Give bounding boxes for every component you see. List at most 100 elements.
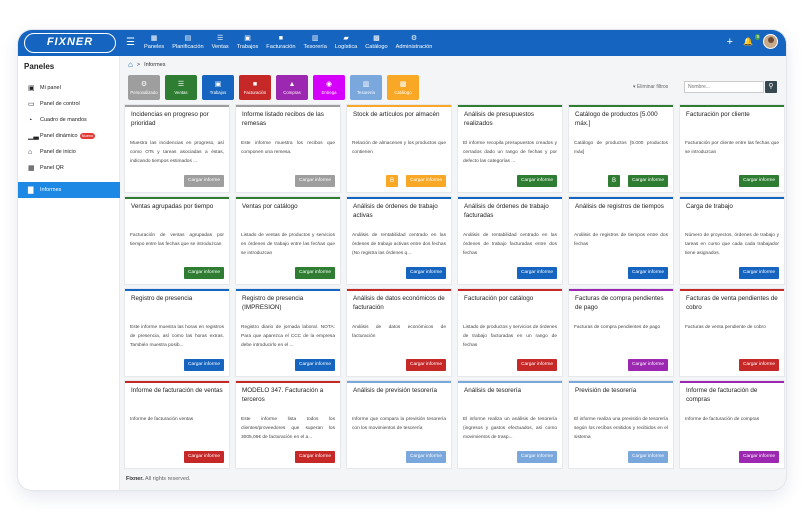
load-report-button[interactable]: Cargar informe: [184, 359, 224, 371]
app-window: FIXNER ☰ ▦ Paneles ▤ Planificación ☰ Ventas ▣ T…: [18, 30, 786, 490]
hamburger-menu-icon[interactable]: ☰: [126, 37, 135, 48]
bell-icon[interactable]: 🔔 9: [743, 34, 760, 46]
report-card: Carga de trabajo Número de proyectos, órd…: [680, 197, 784, 284]
report-card: Análisis de presupuestos realizados El in…: [458, 105, 562, 192]
nav-label: Ventas: [211, 44, 229, 50]
monitor-icon: ▭: [28, 101, 35, 108]
filter-icon: ■: [252, 80, 258, 88]
new-badge: Nuevo: [79, 133, 96, 139]
gauge-icon: ◔: [28, 116, 33, 124]
grid-icon: ▦: [150, 35, 158, 42]
report-card: MODELO 347. Facturación a terceros Este i…: [236, 381, 340, 468]
sidebar-item-panel-de-inicio[interactable]: ⌂ Panel de inicio: [18, 144, 120, 160]
load-report-button[interactable]: Cargar informe: [517, 267, 557, 279]
nav-item-paneles[interactable]: ▦ Paneles: [140, 30, 168, 56]
report-title: Informe de facturación de ventas: [131, 387, 223, 394]
load-report-button[interactable]: Cargar informe: [739, 451, 779, 463]
sidebar-item-panel-dinamico[interactable]: ▁▃ Panel dinámico Nuevo: [18, 128, 120, 144]
report-card: Ventas agrupadas por tiempo Facturación d…: [125, 197, 229, 284]
qr-icon: ▦: [28, 165, 35, 172]
nav-item-logistica[interactable]: ▰ Logística: [331, 30, 361, 56]
footer-brand: Fixner.: [126, 476, 144, 482]
load-report-button[interactable]: Cargar informe: [517, 175, 557, 187]
filter-trabajos[interactable]: ▣ Trabajos: [202, 75, 234, 100]
filter-entrega[interactable]: ◉ Entrega: [313, 75, 345, 100]
filter-label: Personalizado: [130, 89, 158, 95]
load-report-button[interactable]: Cargar informe: [628, 267, 668, 279]
report-card: Informe de facturación de ventas Informe …: [125, 381, 229, 468]
load-report-button[interactable]: Cargar informe: [406, 267, 446, 279]
load-report-button[interactable]: Cargar informe: [184, 451, 224, 463]
report-card: Análisis de datos económicos de facturac…: [347, 289, 451, 376]
load-report-button[interactable]: Cargar informe: [295, 451, 335, 463]
load-report-button[interactable]: Cargar informe: [739, 359, 779, 371]
load-report-button[interactable]: Cargar informe: [295, 175, 335, 187]
nav-item-trabajos[interactable]: ▣ Trabajos: [233, 30, 263, 56]
report-description: Registro diario de jornada laboral. NOTA…: [241, 325, 335, 349]
sidebar-item-cuadro-de-mandos[interactable]: ◔ Cuadro de mandos: [18, 112, 120, 128]
nav-item-facturacion[interactable]: ■ Facturación: [262, 30, 299, 56]
main-nav: ▦ Paneles ▤ Planificación ☰ Ventas ▣ Trabajos ■ F…: [140, 30, 436, 56]
bar-chart-icon: ▇: [28, 187, 34, 194]
load-report-button[interactable]: Cargar informe: [406, 359, 446, 371]
home-icon[interactable]: ⌂: [128, 60, 133, 69]
report-description: Catálogo de productos [5.000 productos m…: [574, 141, 668, 156]
filter-label: Ventas: [174, 89, 188, 95]
fixner-logo[interactable]: FIXNER: [24, 33, 116, 53]
load-report-button[interactable]: Cargar informe: [184, 267, 224, 279]
report-title: Catálogo de productos [5.000 máx.]: [575, 111, 658, 127]
load-report-button[interactable]: Cargar informe: [295, 359, 335, 371]
nav-label: Administración: [395, 44, 433, 50]
load-report-button[interactable]: Cargar informe: [739, 267, 779, 279]
report-title: MODELO 347. Facturación a terceros: [242, 387, 324, 403]
load-report-button[interactable]: Cargar informe: [406, 451, 446, 463]
filter-compras[interactable]: ▲ Compras: [276, 75, 308, 100]
clear-filters-link[interactable]: ▾ Eliminar filtros: [633, 84, 669, 90]
load-report-button[interactable]: Cargar informe: [517, 359, 557, 371]
report-description: Listado de ventas de productos y servici…: [241, 233, 335, 257]
load-report-button[interactable]: Cargar informe: [295, 267, 335, 279]
secondary-action-button[interactable]: B: [386, 175, 398, 187]
load-report-button[interactable]: Cargar informe: [628, 359, 668, 371]
filter-ventas[interactable]: ☰ Ventas: [165, 75, 197, 100]
nav-label: Catálogo: [365, 44, 388, 50]
report-card: Facturación por catálogo Listado de produ…: [458, 289, 562, 376]
load-report-button[interactable]: Cargar informe: [739, 175, 779, 187]
load-report-button[interactable]: Cargar informe: [184, 175, 224, 187]
filter-tesoreria[interactable]: ▥ Tesorería: [350, 75, 382, 100]
add-icon[interactable]: +: [726, 35, 734, 48]
nav-label: Logística: [334, 44, 358, 50]
load-report-button[interactable]: Cargar informe: [628, 451, 668, 463]
sidebar-item-informes[interactable]: ▇ Informes: [18, 182, 120, 198]
report-card: Análisis de órdenes de trabajo activas An…: [347, 197, 451, 284]
report-title: Análisis de previsión tesorería: [353, 387, 437, 394]
nav-item-catalogo[interactable]: ▩ Catálogo: [361, 30, 391, 56]
report-description: Facturación por cliente entre las fechas…: [685, 141, 779, 156]
nav-item-administracion[interactable]: ⚙ Administración: [392, 30, 437, 56]
report-description: El informe realiza una previsión de teso…: [574, 417, 668, 441]
sidebar-item-mi-panel[interactable]: ▣ Mi panel: [18, 80, 120, 96]
sidebar-item-label: Cuadro de mandos: [40, 117, 87, 123]
sidebar-item-panel-qr[interactable]: ▦ Panel QR: [18, 160, 120, 176]
filter-catalogo[interactable]: ▩ Catálogo: [387, 75, 419, 100]
sidebar-item-label: Panel de inicio: [40, 149, 76, 155]
nav-item-planificacion[interactable]: ▤ Planificación: [168, 30, 207, 56]
nav-item-tesoreria[interactable]: ▥ Tesorería: [300, 30, 331, 56]
load-report-button[interactable]: Cargar informe: [628, 175, 668, 187]
load-report-button[interactable]: Cargar informe: [517, 451, 557, 463]
load-report-button[interactable]: Cargar informe: [406, 175, 446, 187]
search-button[interactable]: ⚲: [765, 81, 777, 93]
filter-personalizado[interactable]: ⚙ Personalizado: [128, 75, 160, 100]
search-input[interactable]: [684, 81, 764, 93]
report-card: Previsión de tesorería El informe realiza…: [569, 381, 673, 468]
sidebar-item-label: Panel dinámico: [40, 133, 78, 139]
sidebar-item-panel-de-control[interactable]: ▭ Panel de control: [18, 96, 120, 112]
avatar[interactable]: [763, 34, 778, 49]
secondary-action-button[interactable]: B: [608, 175, 620, 187]
report-description: El informe recopila presupuestos creados…: [463, 141, 557, 165]
filter-facturacion[interactable]: ■ Facturación: [239, 75, 271, 100]
report-title: Ventas agrupadas por tiempo: [131, 203, 214, 210]
filter-label: Tesorería: [357, 89, 375, 95]
truck-icon: ▰: [343, 35, 349, 42]
nav-item-ventas[interactable]: ☰ Ventas: [208, 30, 233, 56]
